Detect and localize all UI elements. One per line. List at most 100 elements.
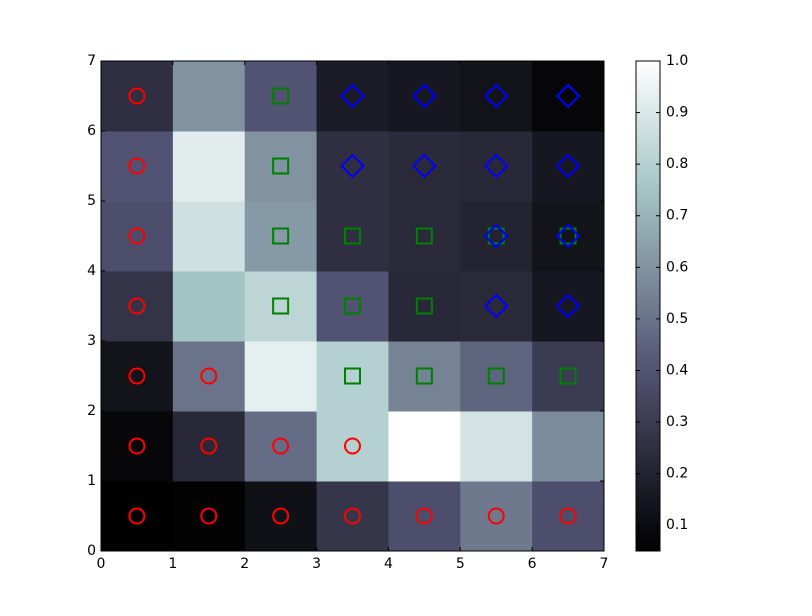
marker-diamond	[483, 153, 509, 179]
x-tick-label: 6	[528, 556, 537, 572]
colorbar-tick-label: 0.7	[666, 208, 688, 224]
y-tick-label: 5	[87, 193, 96, 209]
marker-diamond	[555, 223, 581, 249]
heat-cell	[101, 411, 174, 482]
heat-cell	[172, 201, 246, 272]
marker-square	[272, 227, 290, 245]
heat-cell	[316, 61, 389, 132]
heat-cell	[532, 131, 605, 202]
colorbar-tick-label: 0.2	[666, 466, 688, 482]
heat-cell	[101, 341, 174, 412]
heat-cell	[101, 201, 174, 272]
x-tick-label: 7	[600, 556, 609, 572]
heat-cell	[244, 271, 318, 342]
plot-frame	[100, 60, 605, 552]
heat-cell	[460, 61, 533, 132]
marker-circle	[272, 437, 290, 455]
heat-cell	[460, 411, 533, 482]
heat-cell	[244, 201, 318, 272]
marker-square	[344, 367, 361, 385]
marker-square	[487, 227, 505, 245]
marker-circle	[200, 507, 218, 525]
colorbar-tick-label: 1.0	[666, 53, 688, 69]
y-tick-label: 1	[87, 473, 96, 489]
y-tick-label: 6	[87, 123, 96, 139]
marker-circle	[128, 227, 146, 245]
marker-circle	[128, 157, 146, 175]
marker-diamond	[411, 153, 437, 179]
heat-cell	[316, 131, 389, 202]
colorbar-tick-label: 0.9	[666, 105, 688, 121]
heat-cell	[316, 411, 389, 482]
marker-circle	[559, 507, 577, 525]
x-tick-label: 0	[97, 556, 106, 572]
marker-square	[415, 367, 433, 385]
marker-square	[272, 157, 290, 175]
heat-cell	[244, 131, 318, 202]
heat-cell	[244, 341, 318, 412]
marker-diamond	[340, 83, 365, 109]
y-tick-label: 2	[87, 403, 96, 419]
heat-cell	[101, 61, 174, 132]
x-tick-label: 4	[384, 556, 393, 572]
heat-cell	[172, 481, 246, 552]
heat-cell	[244, 411, 318, 482]
heat-cell	[532, 61, 605, 132]
colorbar-tick-label: 0.6	[666, 259, 688, 275]
colorbar-tick-label: 0.4	[666, 362, 688, 378]
heat-cell	[388, 341, 461, 412]
heat-cell	[316, 201, 389, 272]
heat-cell	[172, 341, 246, 412]
colorbar-tick-label: 0.3	[666, 414, 688, 430]
heat-cell	[172, 61, 246, 132]
marker-square	[487, 367, 505, 385]
heat-cell	[316, 271, 389, 342]
marker-diamond	[483, 223, 509, 249]
heat-cell	[101, 271, 174, 342]
marker-diamond	[555, 83, 581, 109]
heat-cell	[532, 481, 605, 552]
heat-cell	[388, 201, 461, 272]
heat-cell	[316, 341, 389, 412]
marker-diamond	[555, 153, 581, 179]
marker-square	[272, 87, 290, 105]
heat-cell	[101, 131, 174, 202]
colorbar	[635, 60, 661, 552]
marker-circle	[344, 437, 361, 455]
heat-cell	[388, 61, 461, 132]
y-tick-label: 0	[87, 543, 96, 559]
marker-circle	[415, 507, 433, 525]
marker-square	[559, 367, 577, 385]
heat-cell	[244, 61, 318, 132]
marker-circle	[487, 507, 505, 525]
marker-diamond	[411, 83, 437, 109]
heat-cell	[532, 201, 605, 272]
heat-cell	[460, 201, 533, 272]
heat-cell	[388, 411, 461, 482]
marker-square	[559, 227, 577, 245]
heat-cell	[172, 131, 246, 202]
x-tick-label: 5	[456, 556, 465, 572]
marker-square	[344, 297, 361, 315]
marker-circle	[344, 507, 361, 525]
heat-cell	[460, 271, 533, 342]
marker-circle	[128, 87, 146, 105]
y-tick-label: 4	[87, 263, 96, 279]
marker-circle	[128, 507, 146, 525]
colorbar-tick-label: 0.1	[666, 517, 688, 533]
colorbar-tick-label: 0.8	[666, 156, 688, 172]
heat-cell	[316, 481, 389, 552]
heat-cell	[460, 481, 533, 552]
marker-circle	[128, 437, 146, 455]
marker-circle	[128, 367, 146, 385]
heat-cell	[532, 341, 605, 412]
heat-cell	[101, 481, 174, 552]
marker-diamond	[340, 153, 365, 179]
marker-square	[272, 297, 290, 315]
y-tick-label: 3	[87, 333, 96, 349]
marker-diamond	[483, 293, 509, 319]
heat-cell	[460, 131, 533, 202]
marker-circle	[128, 297, 146, 315]
heat-cell	[532, 271, 605, 342]
heat-cell	[172, 411, 246, 482]
